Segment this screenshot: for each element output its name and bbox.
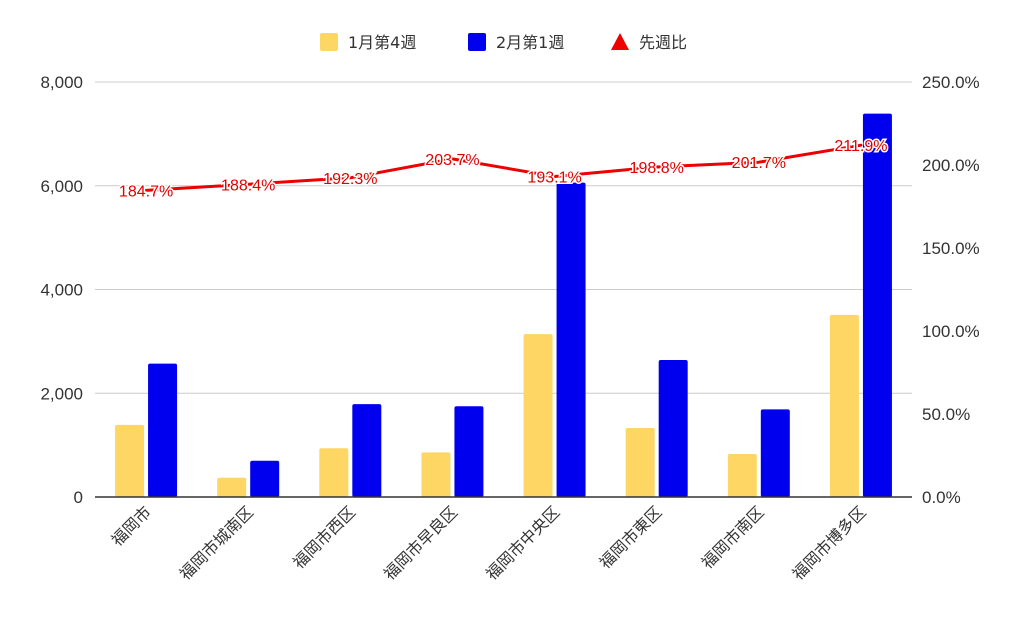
bar-week-a [217, 477, 247, 497]
bar-week-b [454, 406, 484, 497]
bar-week-b [658, 360, 688, 497]
line-data-label: 201.7% [732, 155, 786, 172]
bar-week-a [115, 424, 145, 497]
line-path [144, 143, 863, 192]
legend-swatch [320, 33, 338, 51]
left-tick-label: 6,000 [40, 177, 83, 196]
legend-swatch [468, 33, 486, 51]
bar-week-b [352, 404, 382, 497]
legend: 1月第4週 2月第1週 先週比 [320, 33, 687, 52]
bar-week-a [625, 428, 655, 497]
line-data-label: 203.7% [425, 152, 479, 169]
right-tick-label: 50.0% [922, 405, 970, 424]
legend-triangle-marker [611, 33, 629, 50]
line-data-label: 198.8% [630, 160, 684, 177]
line-data-label: 188.4% [221, 177, 275, 194]
line-data-label: 211.9% [834, 138, 887, 155]
bar-week-b [556, 182, 586, 497]
bar-week-a [727, 453, 757, 497]
category-label: 福岡市東区 [596, 502, 666, 572]
category-label: 福岡市西区 [289, 502, 359, 572]
bar-week-b [862, 113, 892, 498]
category-label: 福岡市中央区 [482, 502, 563, 583]
right-tick-label: 250.0% [922, 73, 980, 92]
bar-week-b [760, 409, 790, 497]
bar-week-a [319, 448, 349, 497]
line-series: 184.7% 188.4% 192.3% 203.7% 193.1% 198.8% 201.… [117, 137, 889, 202]
bar-week-a [829, 314, 859, 497]
category-label: 福岡市 [108, 502, 155, 549]
gridlines [95, 81, 912, 394]
category-label: 福岡市博多区 [788, 502, 869, 583]
category-label: 福岡市南区 [698, 502, 768, 572]
legend-label: 先週比 [639, 33, 687, 52]
right-tick-label: 150.0% [922, 239, 980, 258]
left-tick-label: 2,000 [40, 384, 83, 403]
left-tick-label: 8,000 [40, 73, 83, 92]
left-tick-label: 0 [74, 488, 83, 507]
legend-label: 2月第1週 [496, 33, 564, 52]
bar-week-b [250, 460, 280, 497]
bar-week-a [523, 334, 553, 497]
bar-week-a [421, 452, 451, 497]
right-tick-label: 0.0% [922, 488, 961, 507]
line-data-label: 184.7% [119, 183, 173, 200]
right-tick-label: 100.0% [922, 322, 980, 341]
right-tick-label: 200.0% [922, 156, 980, 175]
category-label: 福岡市早良区 [380, 502, 461, 583]
category-label: 福岡市城南区 [176, 502, 257, 583]
left-axis-ticks: 0 2,000 4,000 6,000 8,000 [40, 73, 83, 507]
category-labels: 福岡市 福岡市城南区 福岡市西区 福岡市早良区 福岡市中央区 福岡市東区 福岡市南区 福岡市博… [108, 502, 870, 583]
line-data-label: 193.1% [527, 169, 581, 186]
legend-label: 1月第4週 [348, 33, 416, 52]
bar-week-b [148, 363, 178, 497]
line-data-label: 192.3% [323, 171, 377, 188]
bars [115, 113, 892, 498]
left-tick-label: 4,000 [40, 281, 83, 300]
right-axis-ticks: 0.0% 50.0% 100.0% 150.0% 200.0% 250.0% [922, 73, 980, 507]
